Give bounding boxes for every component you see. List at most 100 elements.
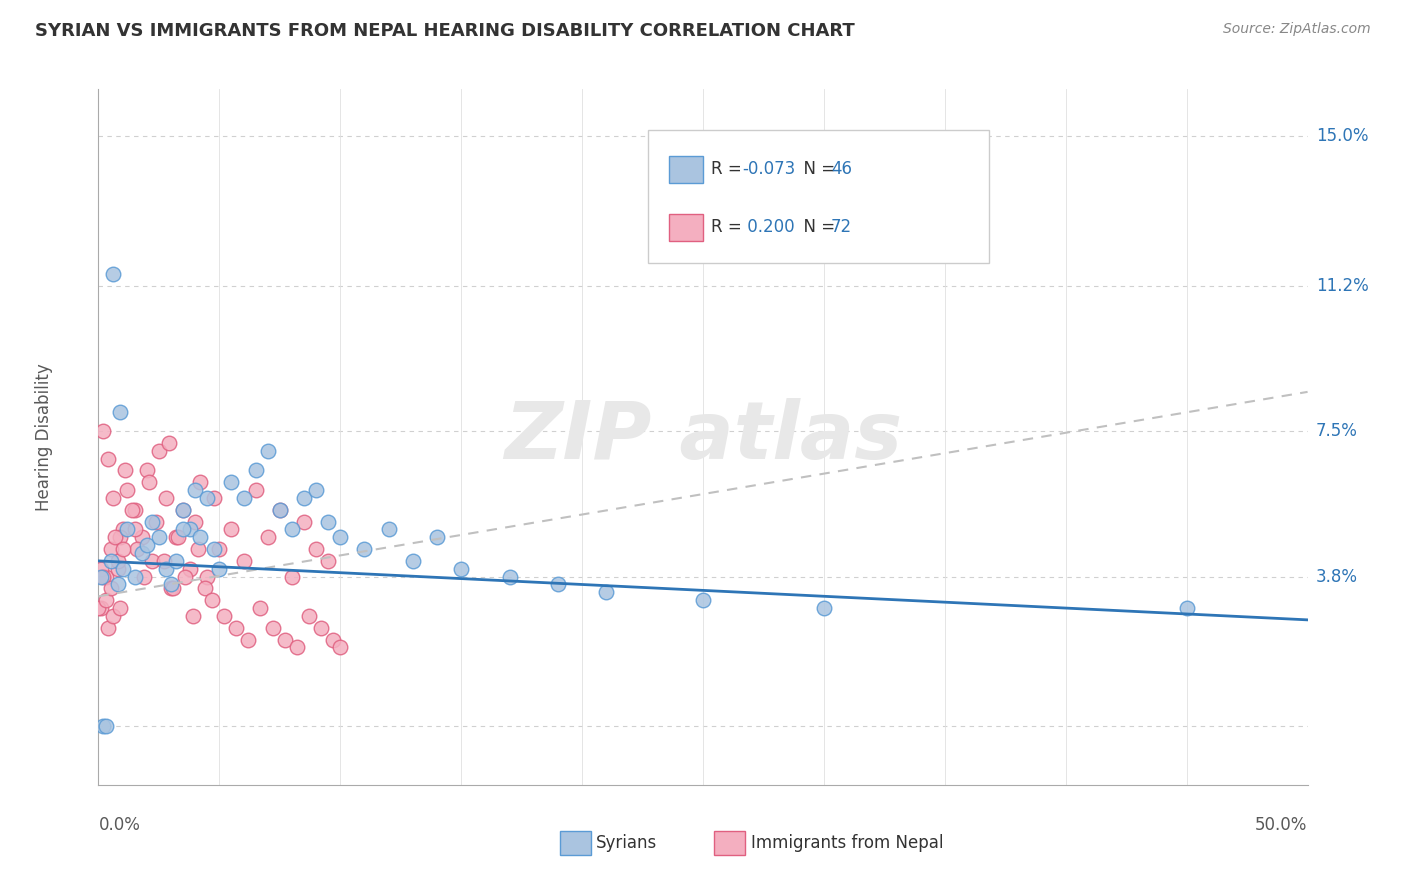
Point	[316, 554, 339, 568]
Point	[179, 562, 201, 576]
Point	[97, 451, 120, 466]
Point	[298, 609, 321, 624]
Point	[249, 601, 271, 615]
Point	[450, 562, 472, 576]
Point	[90, 569, 112, 583]
Text: 11.2%: 11.2%	[1316, 277, 1368, 294]
Point	[245, 463, 267, 477]
Point	[281, 523, 304, 537]
Point	[160, 577, 183, 591]
Point	[184, 515, 207, 529]
Point	[292, 515, 315, 529]
Point	[225, 621, 247, 635]
Text: SYRIAN VS IMMIGRANTS FROM NEPAL HEARING DISABILITY CORRELATION CHART: SYRIAN VS IMMIGRANTS FROM NEPAL HEARING …	[35, 22, 855, 40]
Point	[221, 523, 243, 537]
Point	[184, 483, 207, 497]
Text: R =: R =	[711, 161, 748, 178]
Point	[111, 523, 134, 537]
Text: 50.0%: 50.0%	[1256, 815, 1308, 833]
Point	[377, 523, 399, 537]
Text: 0.0%: 0.0%	[98, 815, 141, 833]
Point	[124, 503, 146, 517]
Point	[134, 569, 156, 583]
Point	[101, 267, 124, 281]
Point	[114, 463, 136, 477]
Point	[107, 562, 129, 576]
Text: 3.8%: 3.8%	[1316, 567, 1358, 586]
Point	[94, 719, 117, 733]
Point	[107, 554, 129, 568]
Point	[329, 640, 352, 655]
Point	[148, 530, 170, 544]
Point	[94, 593, 117, 607]
Point	[91, 424, 114, 438]
Point	[162, 582, 184, 596]
Point	[145, 515, 167, 529]
Text: 7.5%: 7.5%	[1316, 422, 1358, 440]
Point	[111, 542, 134, 557]
Point	[208, 562, 231, 576]
Point	[172, 503, 194, 517]
Point	[172, 523, 194, 537]
Text: R =: R =	[711, 219, 748, 236]
Point	[208, 542, 231, 557]
Point	[692, 593, 714, 607]
Point	[138, 475, 160, 490]
Text: 46: 46	[831, 161, 852, 178]
Point	[232, 554, 254, 568]
Point	[309, 621, 332, 635]
Point	[204, 542, 226, 557]
Point	[90, 601, 112, 615]
Point	[104, 530, 127, 544]
Point	[201, 593, 224, 607]
Point	[187, 542, 209, 557]
Point	[141, 554, 163, 568]
Point	[124, 523, 146, 537]
Point	[117, 483, 139, 497]
Point	[181, 609, 204, 624]
Point	[124, 569, 146, 583]
Point	[195, 491, 218, 505]
Point	[148, 443, 170, 458]
Point	[91, 569, 114, 583]
Point	[165, 530, 187, 544]
Point	[813, 601, 835, 615]
Point	[90, 562, 112, 576]
Point	[100, 554, 122, 568]
Point	[256, 530, 278, 544]
Point	[97, 621, 120, 635]
Point	[426, 530, 449, 544]
Point	[305, 483, 328, 497]
Point	[498, 569, 520, 583]
Point	[101, 609, 124, 624]
Point	[273, 632, 295, 647]
Point	[316, 515, 339, 529]
Point	[285, 640, 308, 655]
Point	[292, 491, 315, 505]
Point	[127, 542, 149, 557]
Point	[131, 530, 153, 544]
Point	[100, 582, 122, 596]
Point	[195, 569, 218, 583]
Point	[91, 719, 114, 733]
Text: 0.200: 0.200	[742, 219, 794, 236]
Point	[269, 503, 291, 517]
Text: -0.073: -0.073	[742, 161, 796, 178]
Point	[165, 554, 187, 568]
Point	[155, 562, 177, 576]
Point	[141, 515, 163, 529]
Point	[547, 577, 569, 591]
Point	[238, 632, 260, 647]
Text: Source: ZipAtlas.com: Source: ZipAtlas.com	[1223, 22, 1371, 37]
Point	[1175, 601, 1198, 615]
Text: 15.0%: 15.0%	[1316, 128, 1368, 145]
Point	[402, 554, 425, 568]
Point	[353, 542, 375, 557]
Point	[152, 554, 174, 568]
Point	[188, 475, 211, 490]
Text: Hearing Disability: Hearing Disability	[35, 363, 53, 511]
Point	[221, 475, 243, 490]
Point	[232, 491, 254, 505]
Text: N =: N =	[793, 161, 841, 178]
Point	[256, 443, 278, 458]
